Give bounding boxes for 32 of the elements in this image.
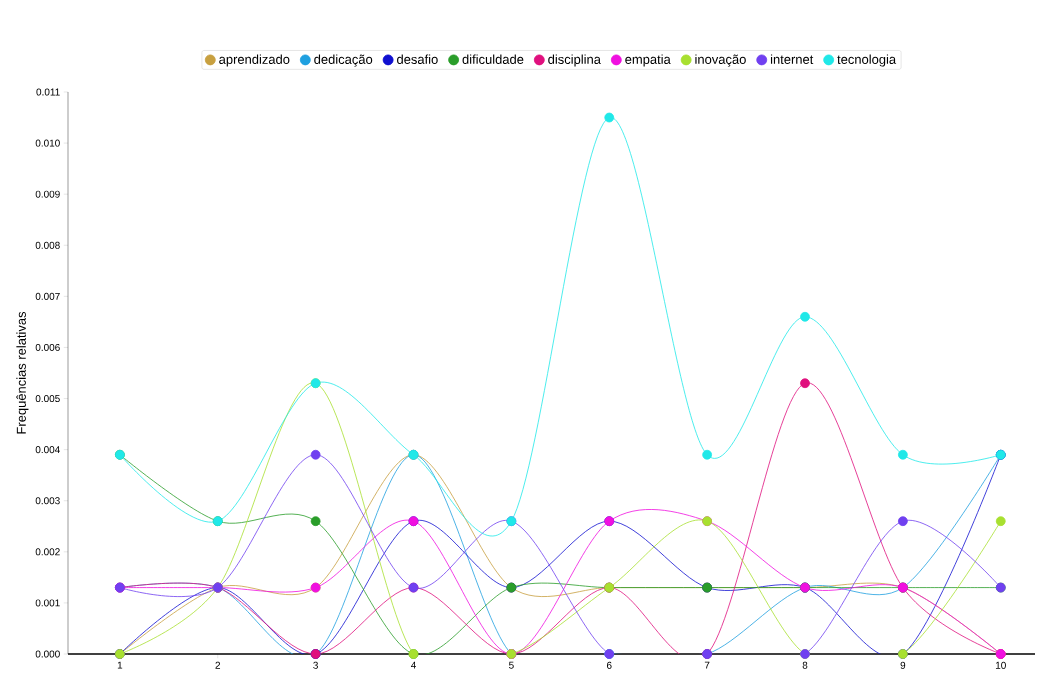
y-tick-label: 0.001 [35,599,60,607]
x-tick-label: 7 [704,661,710,669]
y-tick-label: 0.010 [35,139,60,147]
y-tick-label: 0.006 [35,343,60,351]
y-tick-label: 0.003 [35,497,60,505]
y-tick-label: 0.009 [35,190,60,198]
y-tick-label: 0.005 [35,395,60,403]
x-tick-label: 10 [995,661,1006,669]
legend-label: inovação [695,54,746,67]
x-tick-label: 3 [313,661,318,669]
legend-label: aprendizado [219,54,290,67]
x-tick-label: 5 [509,661,514,669]
legend-label: internet [770,54,814,64]
y-tick-label: 0.000 [35,650,60,658]
x-tick-label: 4 [410,661,416,669]
x-tick-label: 8 [802,661,808,669]
y-tick-label: 0.002 [35,548,60,556]
legend-label: disciplina [548,54,601,67]
y-axis-title: Frequências relativas [16,311,29,434]
legend-label: tecnologia [837,54,897,67]
legend-label: empatia [625,54,671,67]
x-tick-label: 6 [606,661,612,669]
y-tick-label: 0.011 [36,88,60,96]
legend-label: dedicação [314,54,373,67]
y-tick-label: 0.007 [35,292,60,300]
legend-label: desafio [397,54,438,64]
x-tick-label: 2 [215,661,221,669]
legend-label: dificuldade [462,54,524,64]
y-tick-label: 0.004 [35,446,60,454]
y-tick-label: 0.008 [35,241,60,249]
x-tick-label: 1 [117,661,123,669]
x-tick-label: 9 [900,661,906,669]
